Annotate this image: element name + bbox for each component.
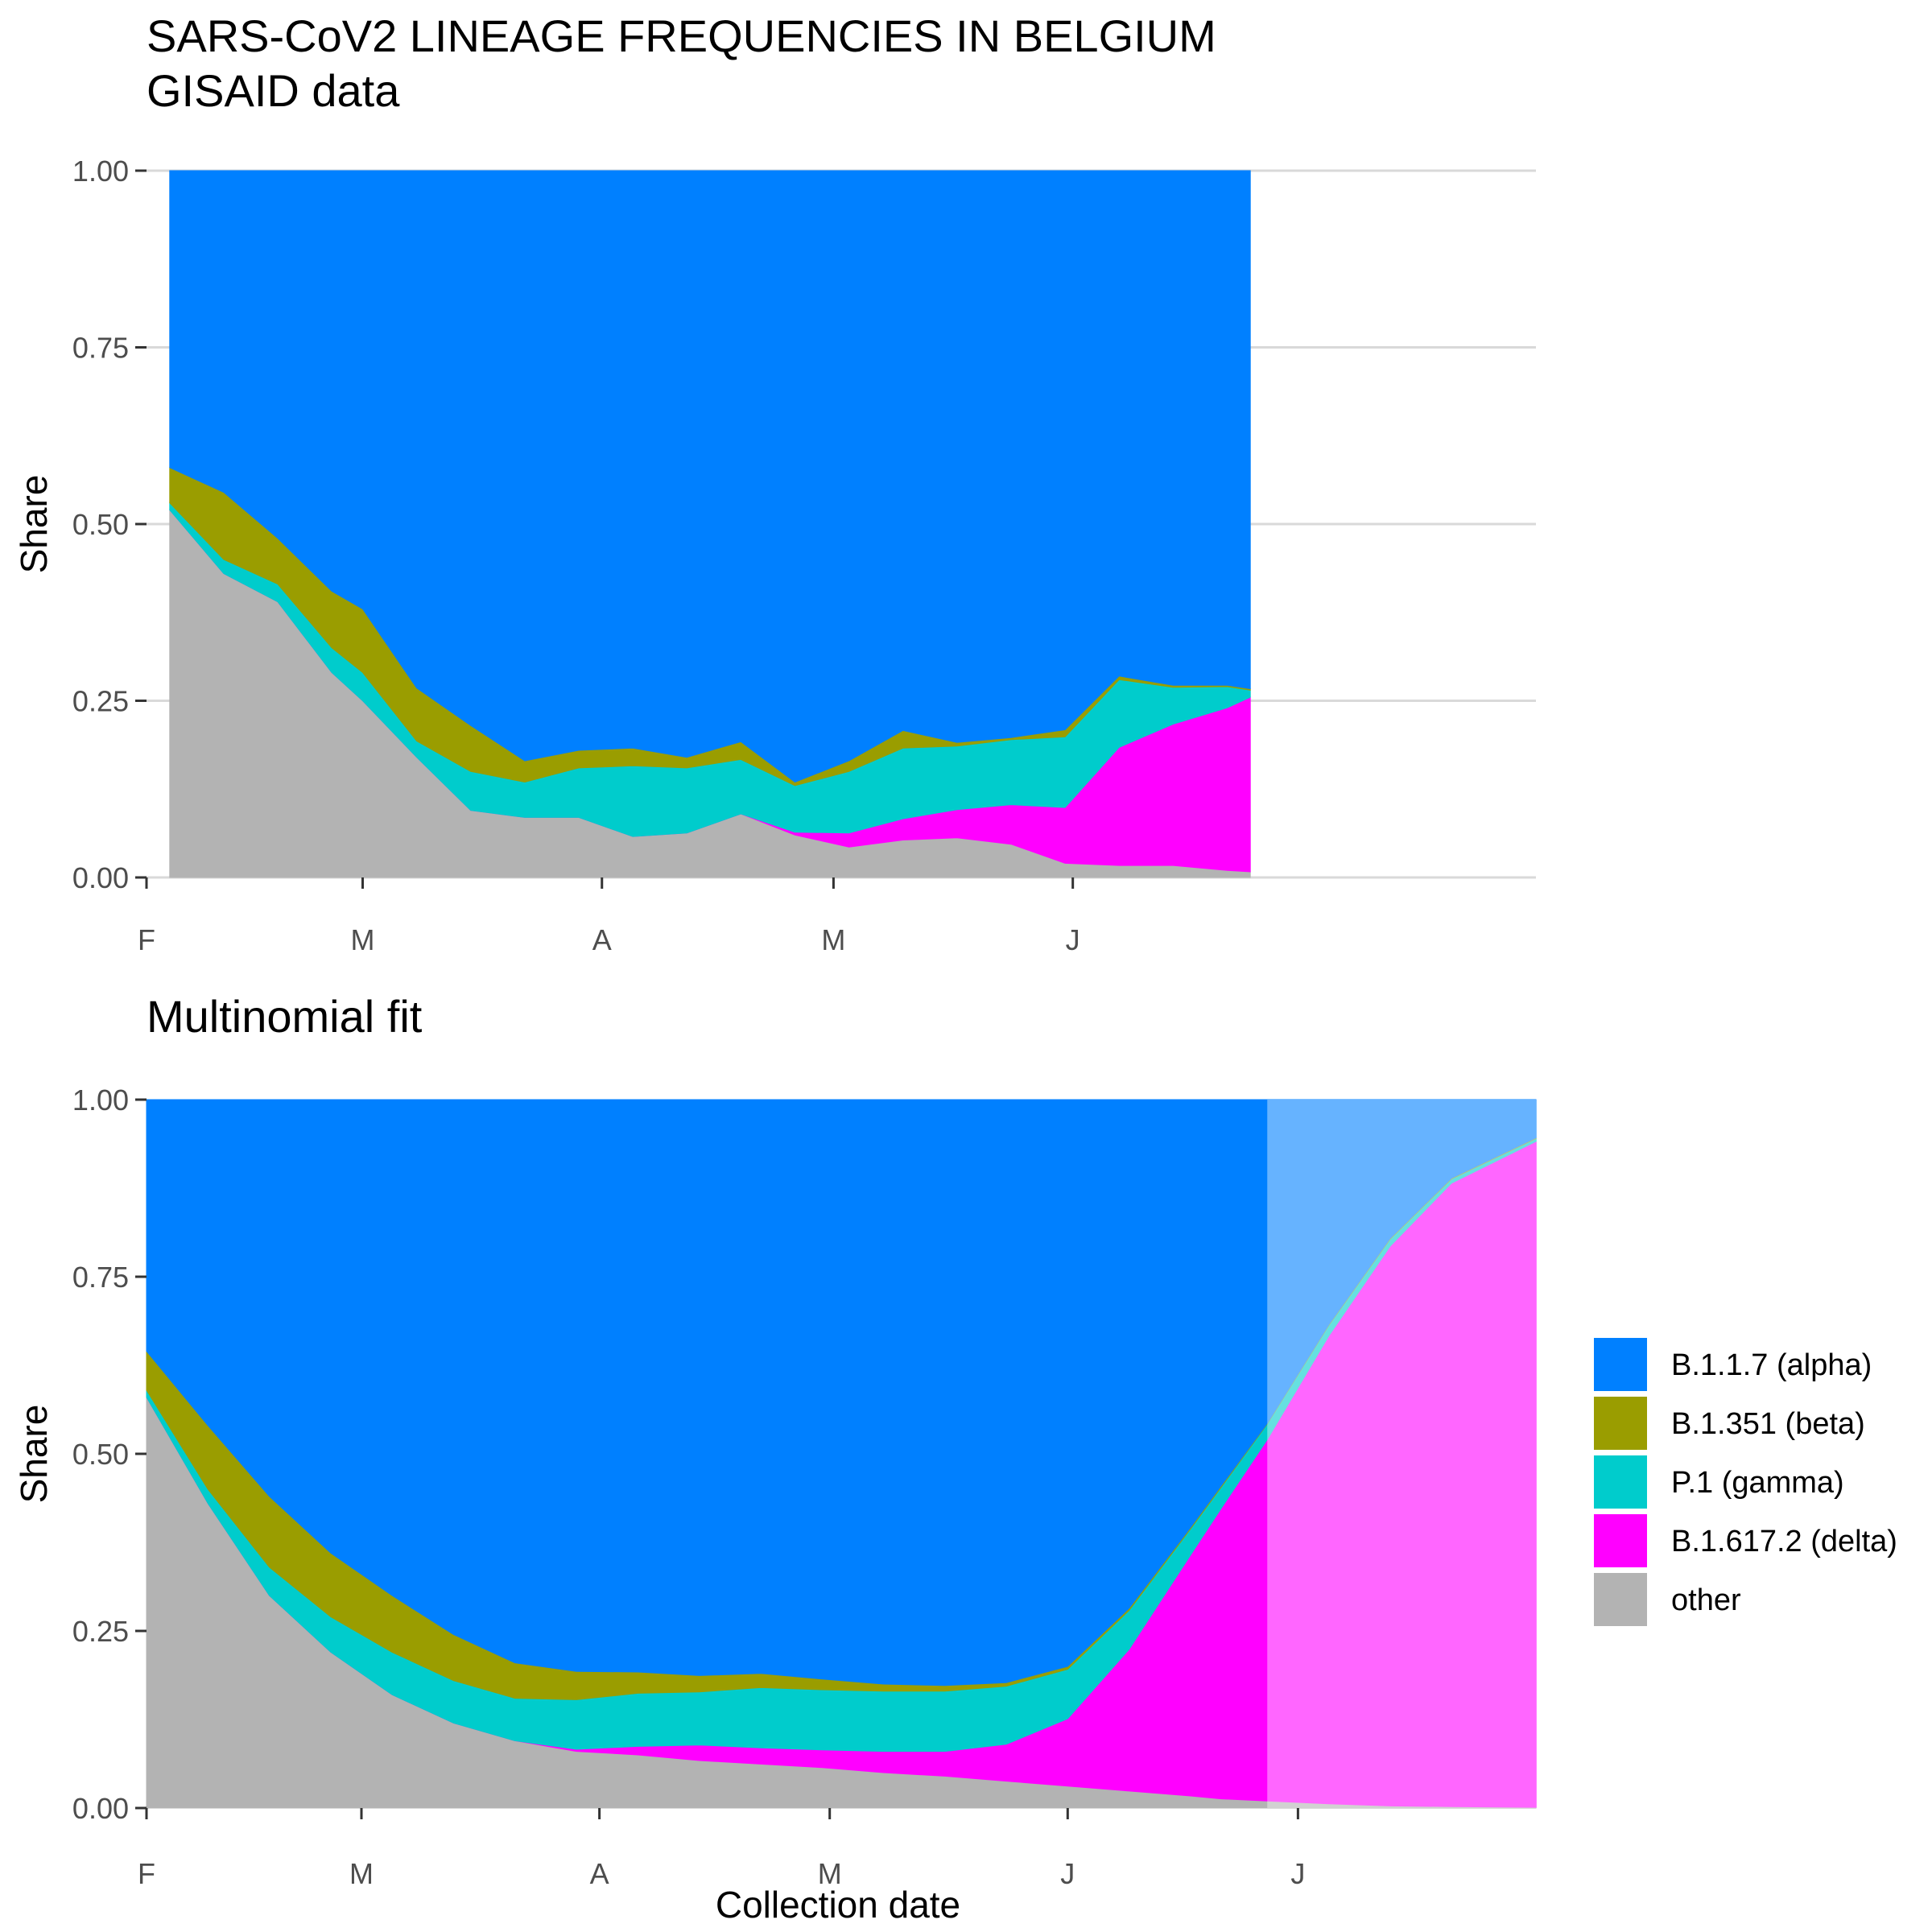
x-tick-label: J — [1060, 1857, 1075, 1890]
chart-subtitle: GISAID data — [147, 65, 400, 116]
panel-multinomial-fit: Multinomial fit 0.00 0.25 0.50 0.75 1.00 F M A M J… — [13, 991, 1537, 1890]
x-tick-label: A — [592, 923, 612, 956]
x-tick-label: J — [1066, 923, 1080, 956]
y-tick-label: 0.25 — [72, 1615, 129, 1648]
panel-title: Multinomial fit — [147, 991, 423, 1042]
legend-label: B.1.617.2 (delta) — [1671, 1525, 1897, 1558]
panel-gisaid-data: 0.00 0.25 0.50 0.75 1.00 F M A M J Share — [13, 155, 1536, 956]
legend-key-b-1-1-7-alpha — [1594, 1338, 1647, 1391]
x-axis-title: Collection date — [716, 1884, 960, 1926]
x-tick-label: F — [138, 923, 155, 956]
y-tick-label: 1.00 — [72, 155, 129, 188]
x-tick-label: M — [818, 1857, 842, 1890]
y-tick-label: 0.50 — [72, 1438, 129, 1471]
y-axis-title: Share — [13, 475, 55, 574]
legend-label: B.1.351 (beta) — [1671, 1407, 1865, 1441]
x-tick-label: M — [821, 923, 845, 956]
area-b-1-1-7-alpha — [146, 1099, 1537, 1686]
y-axis-title: Share — [13, 1405, 55, 1504]
y-tick-label: 0.50 — [72, 508, 129, 541]
legend-label: P.1 (gamma) — [1671, 1466, 1844, 1500]
x-tick-label: M — [349, 1857, 374, 1890]
x-tick-label: F — [138, 1857, 155, 1890]
y-tick-label: 0.00 — [72, 861, 129, 894]
x-tick-label: M — [350, 923, 374, 956]
area-b-1-1-7-alpha — [169, 170, 1251, 783]
projection-overlay — [1267, 1100, 1536, 1808]
y-tick-label: 0.00 — [72, 1792, 129, 1825]
legend-label: B.1.1.7 (alpha) — [1671, 1348, 1872, 1382]
legend-key-b-1-617-2-delta — [1594, 1514, 1647, 1567]
legend-label: other — [1671, 1583, 1741, 1617]
legend-key-p-1-gamma — [1594, 1455, 1647, 1509]
legend: B.1.1.7 (alpha) B.1.351 (beta) P.1 (gamma)… — [1594, 1338, 1897, 1626]
y-tick-label: 0.75 — [72, 332, 129, 365]
y-tick-label: 1.00 — [72, 1084, 129, 1117]
x-tick-label: A — [590, 1857, 609, 1890]
legend-key-other — [1594, 1573, 1647, 1626]
legend-key-b-1-351-beta — [1594, 1397, 1647, 1450]
chart-title: SARS-CoV2 LINEAGE FREQUENCIES IN BELGIUM — [147, 10, 1216, 61]
y-tick-label: 0.25 — [72, 685, 129, 718]
y-tick-label: 0.75 — [72, 1261, 129, 1294]
x-tick-label: J — [1290, 1857, 1305, 1890]
